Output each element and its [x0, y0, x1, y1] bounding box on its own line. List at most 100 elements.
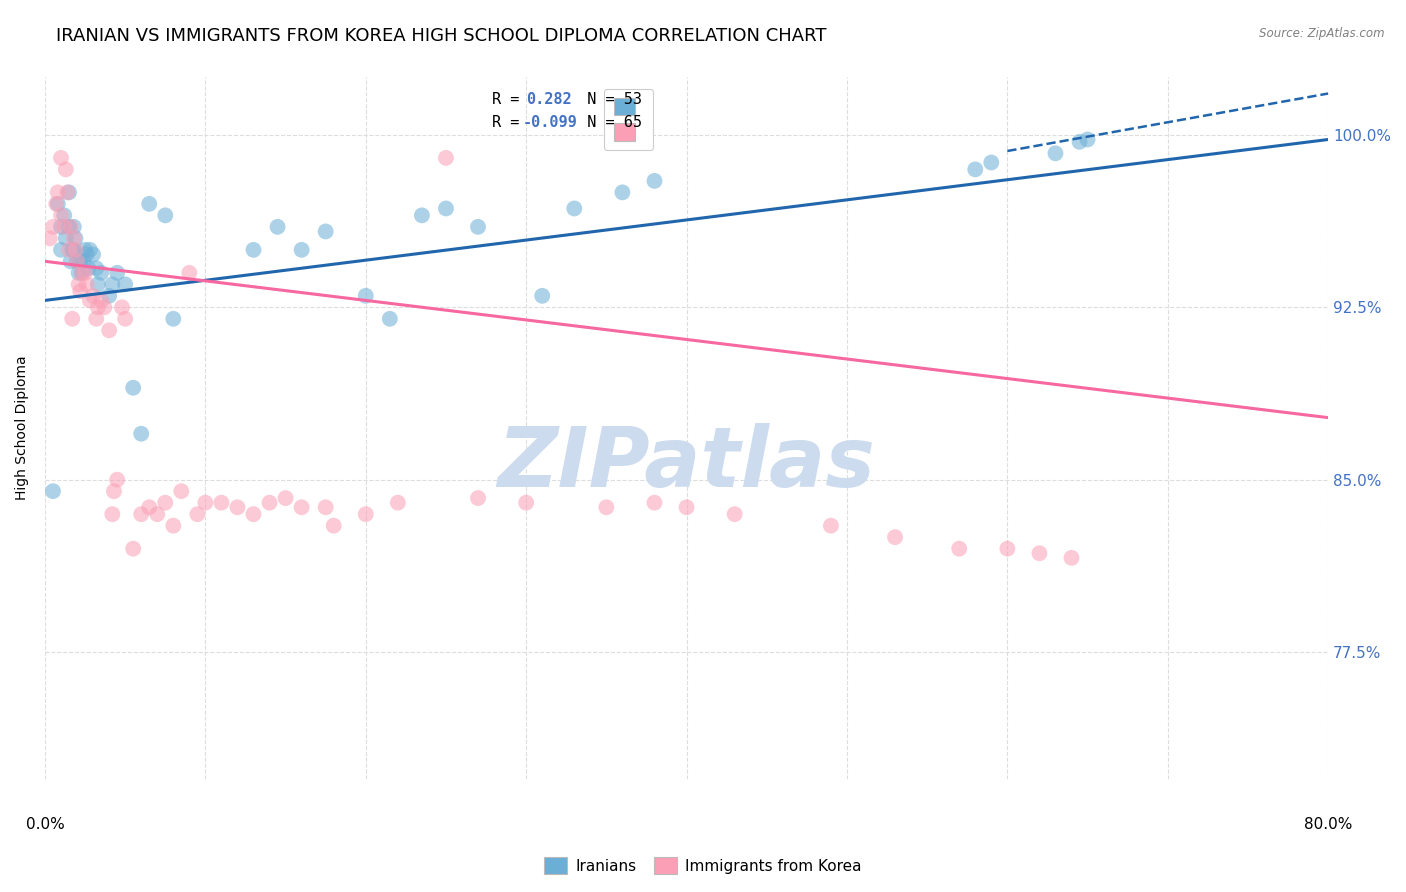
Point [354, 507, 377, 521]
Point [46, 186, 69, 200]
Legend: , : , [605, 88, 654, 150]
Point [111, 301, 134, 315]
Point [266, 219, 288, 234]
Text: R =: R = [492, 114, 529, 129]
Point [387, 496, 409, 510]
Point [55, 231, 77, 245]
Point [84, 311, 107, 326]
Point [84, 261, 107, 276]
Point [434, 151, 457, 165]
Point [53, 219, 76, 234]
Point [114, 311, 136, 326]
Point [170, 484, 193, 499]
Point [155, 496, 177, 510]
Point [60, 311, 83, 326]
Point [155, 208, 177, 222]
Point [59, 219, 82, 234]
Point [98, 323, 121, 337]
Point [98, 289, 121, 303]
Point [87, 277, 110, 292]
Point [55, 162, 77, 177]
Point [42, 484, 65, 499]
Text: 80.0%: 80.0% [1303, 817, 1353, 832]
Point [46, 197, 69, 211]
Point [38, 231, 60, 245]
Point [259, 496, 281, 510]
Point [103, 484, 125, 499]
Point [226, 500, 249, 515]
Point [354, 289, 377, 303]
Point [724, 507, 747, 521]
Text: ZIPatlas: ZIPatlas [498, 423, 876, 503]
Point [179, 266, 201, 280]
Point [76, 277, 98, 292]
Point [63, 231, 86, 245]
Point [1069, 135, 1091, 149]
Point [965, 162, 987, 177]
Point [820, 518, 842, 533]
Point [291, 243, 314, 257]
Point [101, 507, 124, 521]
Point [1060, 550, 1083, 565]
Point [138, 500, 160, 515]
Point [162, 518, 184, 533]
Point [58, 186, 80, 200]
Point [1028, 546, 1050, 560]
Point [58, 219, 80, 234]
Point [69, 254, 91, 268]
Point [980, 155, 1002, 169]
Point [884, 530, 907, 544]
Point [59, 254, 82, 268]
Point [162, 311, 184, 326]
Text: N = 65: N = 65 [568, 114, 641, 129]
Point [1045, 146, 1067, 161]
Point [315, 224, 337, 238]
Point [63, 243, 86, 257]
Point [274, 491, 297, 505]
Point [467, 491, 489, 505]
Point [42, 219, 65, 234]
Point [82, 289, 104, 303]
Text: R =: R = [492, 92, 529, 107]
Point [87, 301, 110, 315]
Point [49, 219, 72, 234]
Point [322, 518, 344, 533]
Point [67, 266, 90, 280]
Point [675, 500, 697, 515]
Point [70, 266, 93, 280]
Point [242, 507, 264, 521]
Point [79, 293, 101, 308]
Point [467, 219, 489, 234]
Point [63, 219, 86, 234]
Point [138, 197, 160, 211]
Y-axis label: High School Diploma: High School Diploma [15, 356, 30, 500]
Point [194, 496, 217, 510]
Point [53, 208, 76, 222]
Point [69, 284, 91, 298]
Point [101, 277, 124, 292]
Point [72, 254, 94, 268]
Point [105, 266, 128, 280]
Point [434, 202, 457, 216]
Text: N = 53: N = 53 [568, 92, 641, 107]
Point [531, 289, 554, 303]
Point [75, 243, 97, 257]
Point [66, 254, 89, 268]
Point [49, 208, 72, 222]
Point [66, 254, 89, 268]
Point [291, 500, 314, 515]
Point [49, 243, 72, 257]
Point [948, 541, 970, 556]
Point [515, 496, 537, 510]
Point [595, 500, 617, 515]
Text: 0.282: 0.282 [526, 92, 572, 107]
Point [129, 507, 152, 521]
Point [562, 202, 585, 216]
Point [643, 496, 665, 510]
Point [129, 426, 152, 441]
Point [315, 500, 337, 515]
Point [209, 496, 232, 510]
Point [67, 277, 90, 292]
Point [93, 301, 115, 315]
Legend: Iranians, Immigrants from Korea: Iranians, Immigrants from Korea [538, 851, 868, 880]
